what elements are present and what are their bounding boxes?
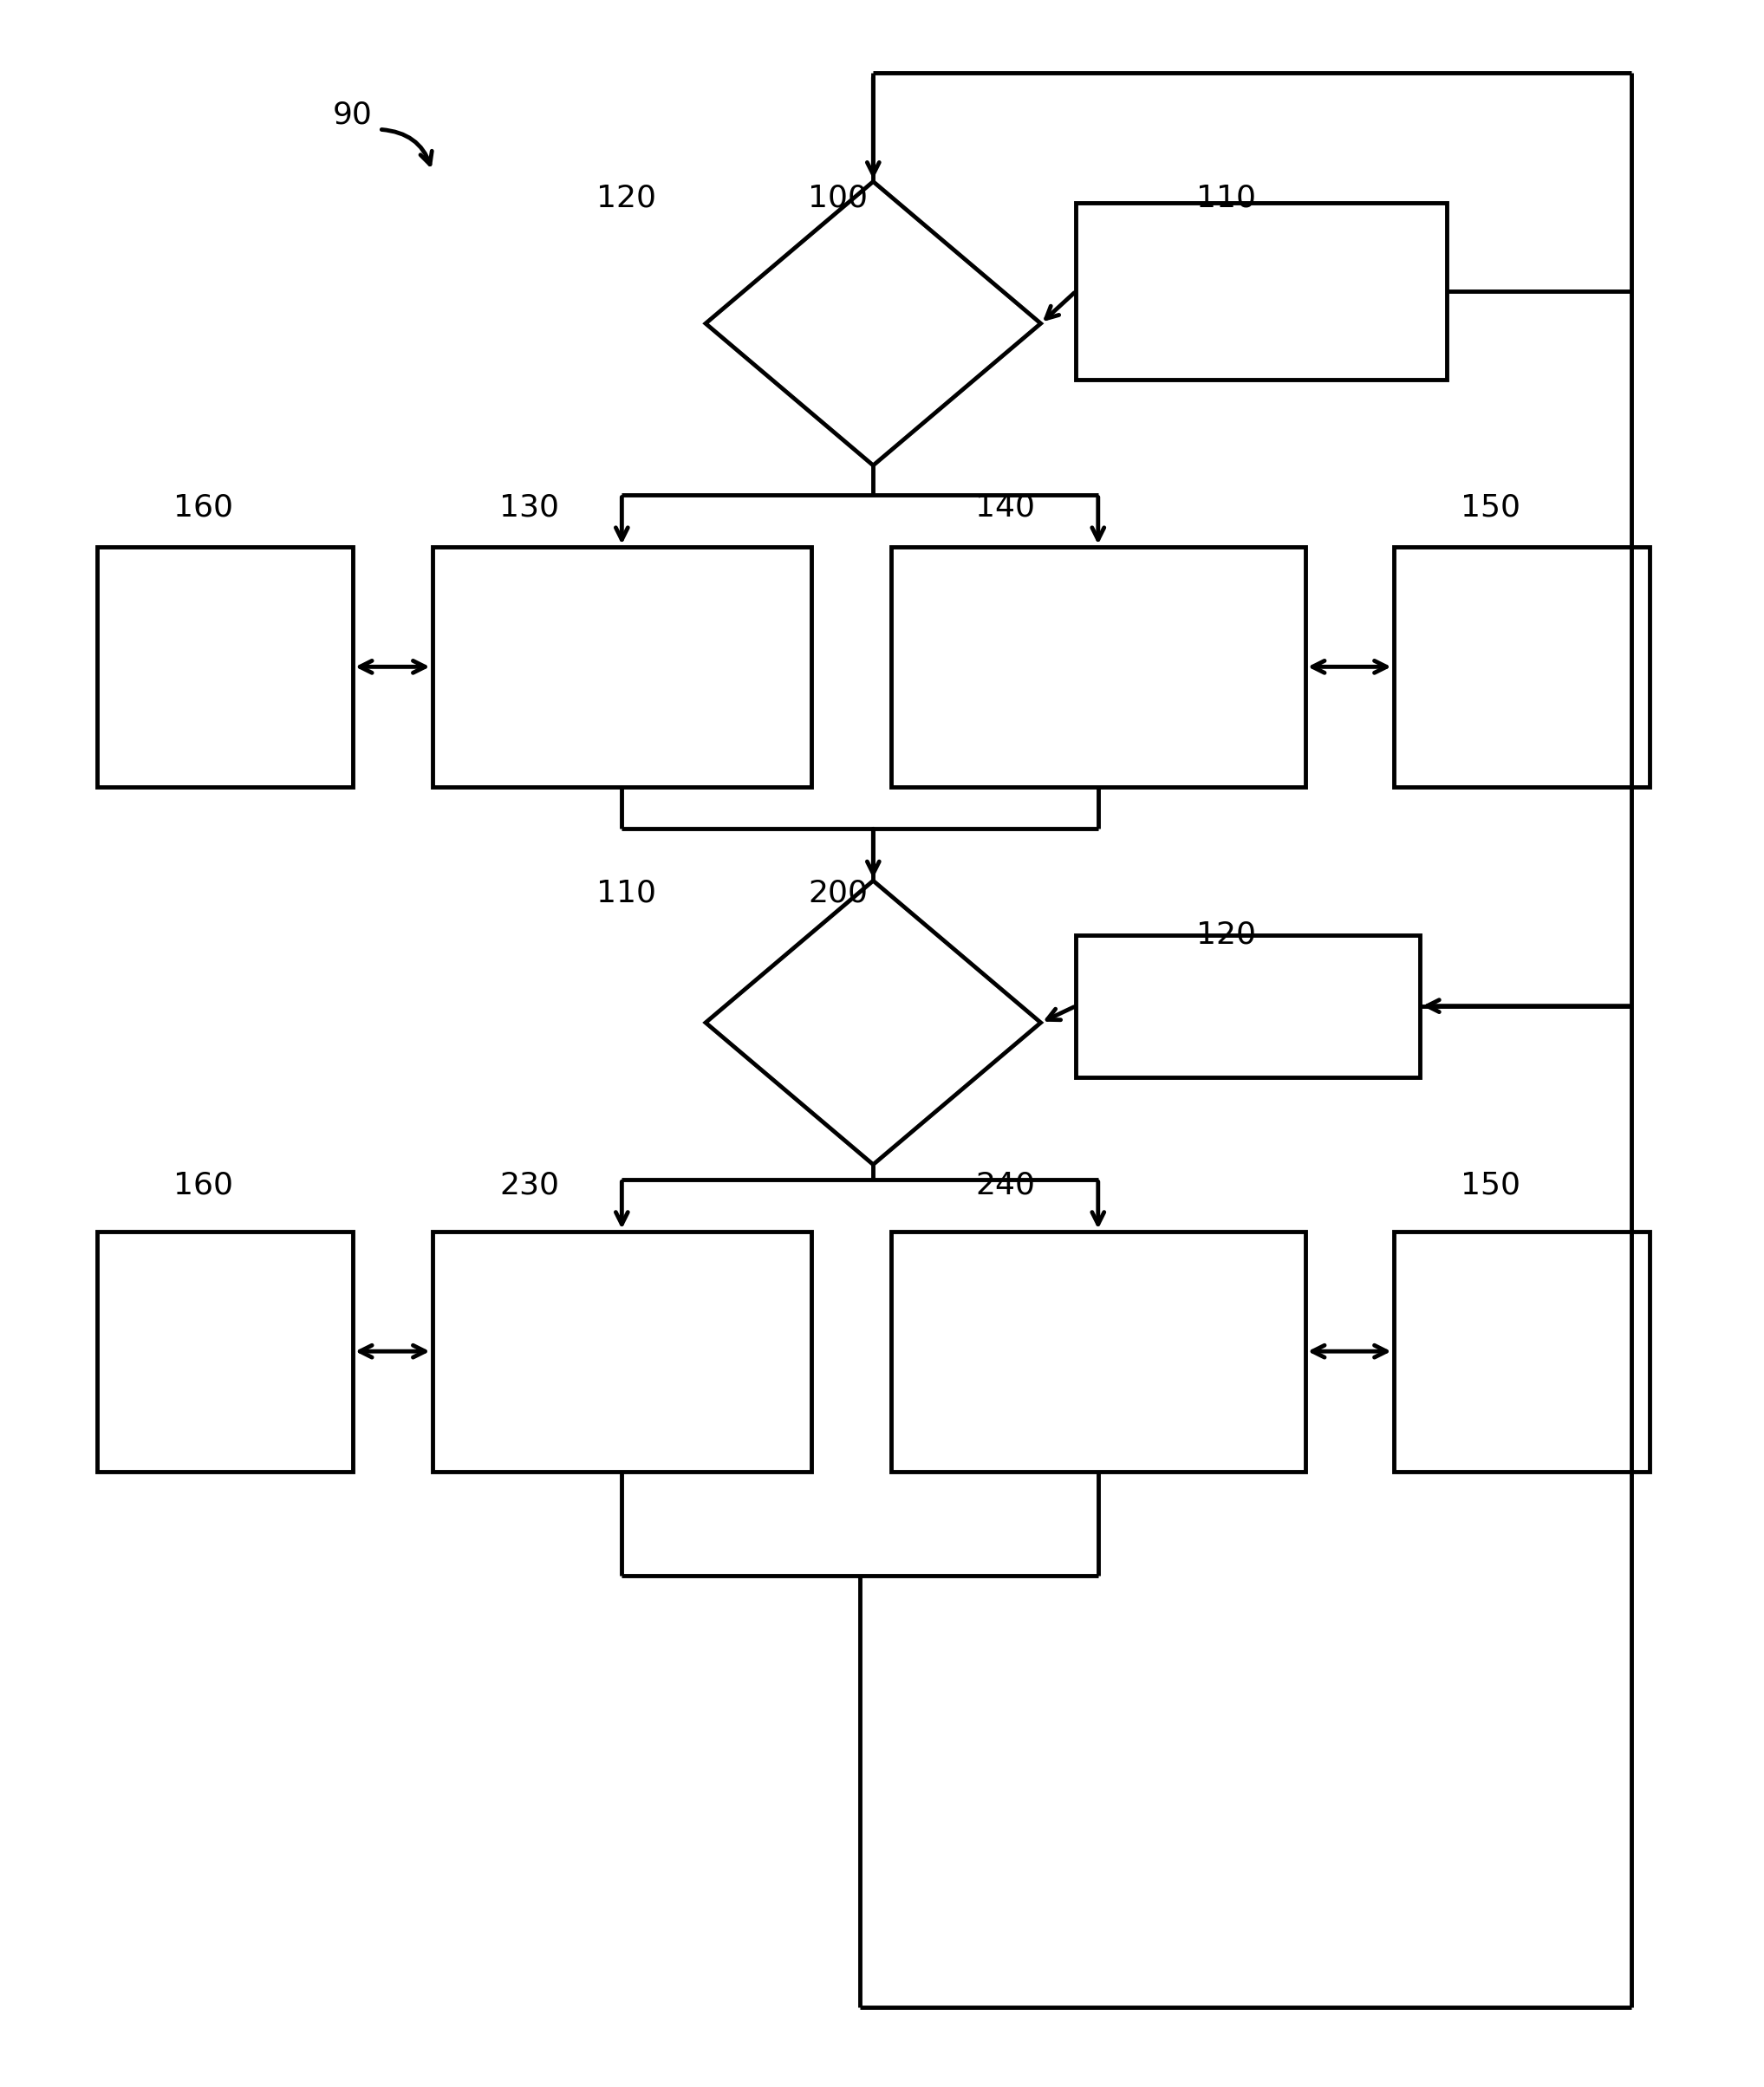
Text: 240: 240 bbox=[975, 1171, 1035, 1200]
Text: 150: 150 bbox=[1461, 493, 1521, 522]
Text: 200: 200 bbox=[808, 879, 868, 908]
Bar bbox=[432, 1231, 811, 1471]
Bar bbox=[1394, 547, 1649, 787]
Bar bbox=[97, 1231, 353, 1471]
Text: 100: 100 bbox=[808, 184, 868, 213]
Bar bbox=[1076, 935, 1420, 1077]
Bar bbox=[1394, 1231, 1649, 1471]
Bar bbox=[891, 1231, 1305, 1471]
Bar bbox=[891, 547, 1305, 787]
Text: 110: 110 bbox=[596, 879, 656, 908]
Text: 120: 120 bbox=[1196, 920, 1256, 950]
Bar bbox=[432, 547, 811, 787]
Text: 120: 120 bbox=[596, 184, 656, 213]
Text: 90: 90 bbox=[333, 100, 372, 129]
Text: 130: 130 bbox=[499, 493, 559, 522]
Text: 110: 110 bbox=[1196, 184, 1256, 213]
Text: 150: 150 bbox=[1461, 1171, 1521, 1200]
Text: 230: 230 bbox=[499, 1171, 559, 1200]
Bar bbox=[1076, 202, 1446, 380]
Bar bbox=[97, 547, 353, 787]
Text: 140: 140 bbox=[975, 493, 1035, 522]
Text: 160: 160 bbox=[173, 1171, 233, 1200]
Text: 160: 160 bbox=[173, 493, 233, 522]
